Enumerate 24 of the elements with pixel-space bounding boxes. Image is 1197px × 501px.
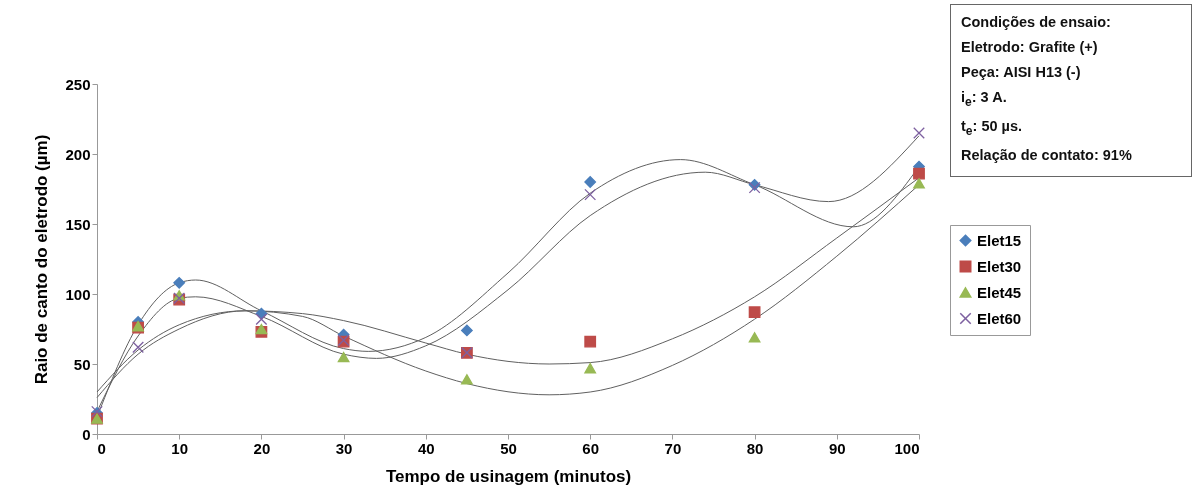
x-tick-label: 80 (746, 439, 764, 457)
x-axis-title: Tempo de usinagem (minutos) (385, 466, 632, 486)
x-tick-label: 30 (335, 439, 353, 457)
conditions-box: Condições de ensaio: Eletrodo: Grafite (+) Peça: AISI H13 (-) i$_{e}$: 3 A. t$_{e}$: 50 µs. Relação de contato: 91% (950, 4, 1192, 177)
x-tick-label: 40 (417, 439, 435, 457)
legend-label: Elet45 (977, 283, 1022, 301)
legend-label: Elet30 (977, 257, 1022, 275)
x-tick-label: 0 (97, 439, 106, 457)
y-axis-title: Raio de canto do eletrodo (µm) (32, 134, 52, 385)
y-tick-label: 50 (73, 355, 91, 373)
y-tick-label: 100 (65, 285, 91, 303)
x-tick-label: 20 (253, 439, 271, 457)
y-tick-label: 250 (65, 75, 91, 93)
y-tick-label: 0 (82, 425, 91, 443)
x-tick-label: 60 (582, 439, 600, 457)
y-tick-label: 150 (65, 215, 91, 233)
x-tick-label: 70 (664, 439, 682, 457)
y-tick-label: 200 (65, 145, 91, 163)
x-tick-label: 100 (894, 439, 920, 457)
x-tick-label: 50 (500, 439, 517, 457)
legend-label: Elet15 (977, 231, 1022, 249)
x-tick-label: 90 (828, 439, 846, 457)
x-tick-label: 10 (171, 439, 189, 457)
legend-label: Elet60 (977, 309, 1022, 327)
